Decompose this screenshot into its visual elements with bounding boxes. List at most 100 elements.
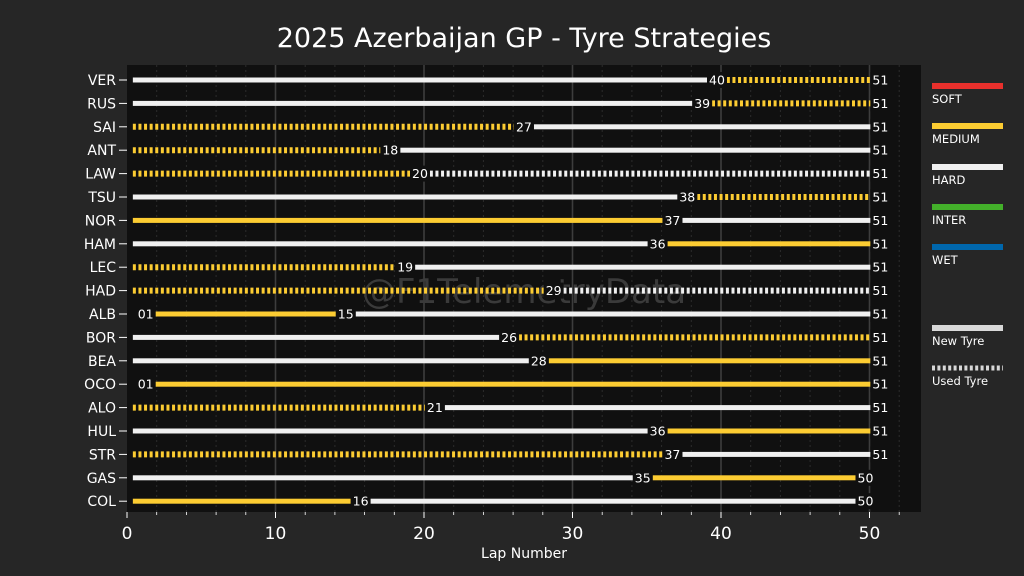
stint-bar-new bbox=[147, 381, 884, 387]
lap-label: 26 bbox=[501, 330, 517, 345]
legend-swatch bbox=[932, 164, 1003, 170]
stint-bars bbox=[132, 77, 884, 504]
lap-label-bg bbox=[870, 352, 891, 369]
lap-label-bg bbox=[870, 446, 891, 463]
stint-bar-new bbox=[132, 498, 364, 504]
stint-bar-new bbox=[147, 311, 349, 317]
lap-label: 51 bbox=[872, 236, 888, 251]
x-axis-label: Lap Number bbox=[481, 546, 567, 562]
driver-label: HUL bbox=[87, 424, 116, 440]
lap-labels: 40 51 39 51 27 51 18 51 20 51 38 51 37 51 36 51 19 51 29 51… bbox=[135, 72, 891, 510]
lap-label-bg bbox=[135, 376, 156, 393]
stint-bar-new bbox=[400, 147, 884, 153]
lap-label-bg bbox=[499, 329, 520, 346]
lap-label-bg bbox=[870, 118, 891, 135]
lap-label: 36 bbox=[650, 236, 666, 251]
legend-swatch bbox=[932, 123, 1003, 129]
lap-label-bg bbox=[870, 423, 891, 439]
x-tick-label: 20 bbox=[413, 524, 435, 544]
lap-label-bg bbox=[135, 306, 156, 322]
lap-label: 51 bbox=[872, 330, 888, 345]
lap-label-bg bbox=[870, 306, 891, 322]
legend-label: Used Tyre bbox=[932, 374, 988, 388]
lap-label: 51 bbox=[872, 400, 888, 415]
lap-label: 37 bbox=[664, 213, 680, 228]
stint-bar-new bbox=[132, 241, 661, 247]
lap-label: 51 bbox=[872, 213, 888, 228]
legend-swatch bbox=[932, 83, 1003, 89]
legend-swatch bbox=[932, 204, 1003, 210]
lap-label-bg bbox=[662, 446, 683, 463]
lap-label: 51 bbox=[872, 447, 888, 462]
x-tick-label: 50 bbox=[859, 524, 881, 544]
lap-label: 15 bbox=[338, 307, 354, 322]
lap-label: 37 bbox=[664, 447, 680, 462]
lap-label-bg bbox=[677, 189, 698, 205]
legend-label: SOFT bbox=[932, 92, 963, 106]
lap-label-bg bbox=[870, 95, 891, 112]
lap-label: 51 bbox=[872, 307, 888, 322]
lap-label-bg bbox=[870, 259, 891, 276]
driver-label: RUS bbox=[87, 96, 116, 112]
x-tick-label: 30 bbox=[562, 524, 584, 544]
lap-label: 51 bbox=[872, 73, 888, 88]
stint-bar-new bbox=[132, 217, 676, 223]
lap-label-bg bbox=[380, 142, 401, 159]
lap-label: 50 bbox=[858, 470, 874, 485]
lap-label: 51 bbox=[872, 190, 888, 205]
lap-label-bg bbox=[870, 329, 891, 346]
legend-swatch bbox=[932, 325, 1003, 331]
lap-label: 21 bbox=[427, 400, 443, 415]
stint-bar-new bbox=[370, 498, 869, 504]
lap-label-bg bbox=[632, 469, 653, 486]
stint-bar-new bbox=[355, 311, 884, 317]
driver-label: STR bbox=[89, 447, 116, 463]
stint-bar-new bbox=[652, 475, 869, 481]
stint-bar-new bbox=[132, 100, 706, 106]
chart-title: 2025 Azerbaijan GP - Tyre Strategies bbox=[277, 23, 772, 54]
driver-label: ALB bbox=[89, 307, 116, 323]
lap-label: 20 bbox=[412, 166, 428, 181]
stint-bar-new bbox=[132, 475, 646, 481]
lap-label: 51 bbox=[872, 424, 888, 439]
driver-label: BEA bbox=[88, 354, 116, 370]
lap-label: 51 bbox=[872, 260, 888, 275]
lap-label: 36 bbox=[650, 424, 666, 439]
driver-label: TSU bbox=[87, 190, 116, 206]
legend-label: HARD bbox=[932, 173, 966, 187]
x-tick-label: 0 bbox=[122, 524, 133, 544]
legend-label: MEDIUM bbox=[932, 132, 980, 146]
driver-label: HAD bbox=[85, 284, 116, 300]
lap-label-bg bbox=[870, 212, 891, 229]
lap-label-bg bbox=[424, 399, 445, 416]
lap-label-bg bbox=[870, 72, 891, 88]
x-tick-label: 40 bbox=[710, 524, 732, 544]
lap-label: 51 bbox=[872, 96, 888, 111]
lap-label: 51 bbox=[872, 143, 888, 158]
driver-label: BOR bbox=[86, 330, 116, 346]
stint-bar-new bbox=[132, 194, 691, 200]
lap-label: 01 bbox=[138, 307, 154, 322]
lap-label-bg bbox=[350, 493, 371, 510]
stint-bar-new bbox=[132, 428, 661, 434]
lap-label-bg bbox=[870, 399, 891, 416]
lap-label-bg bbox=[707, 72, 727, 88]
stint-bar-new bbox=[682, 217, 884, 223]
lap-label: 51 bbox=[872, 283, 888, 298]
legend: SOFT MEDIUM HARD INTER WET New Tyre Used Tyre bbox=[932, 83, 1003, 388]
lap-label-bg bbox=[870, 189, 891, 205]
stint-bar-new bbox=[132, 334, 513, 340]
lap-label: 27 bbox=[516, 119, 532, 134]
stint-bar-new bbox=[667, 428, 884, 434]
lap-label-bg bbox=[395, 259, 416, 276]
lap-label-bg bbox=[543, 282, 564, 299]
lap-label-bg bbox=[647, 235, 668, 252]
y-axis: VER RUS SAI ANT LAW TSU NOR HAM LEC HAD ALB BOR BEA O… bbox=[84, 73, 127, 510]
lap-label-bg bbox=[870, 376, 891, 393]
lap-label: 28 bbox=[531, 353, 547, 368]
driver-label: ALO bbox=[88, 401, 116, 417]
lap-label: 16 bbox=[353, 494, 369, 509]
legend-label: INTER bbox=[932, 213, 966, 227]
stint-bar-new bbox=[682, 451, 884, 457]
